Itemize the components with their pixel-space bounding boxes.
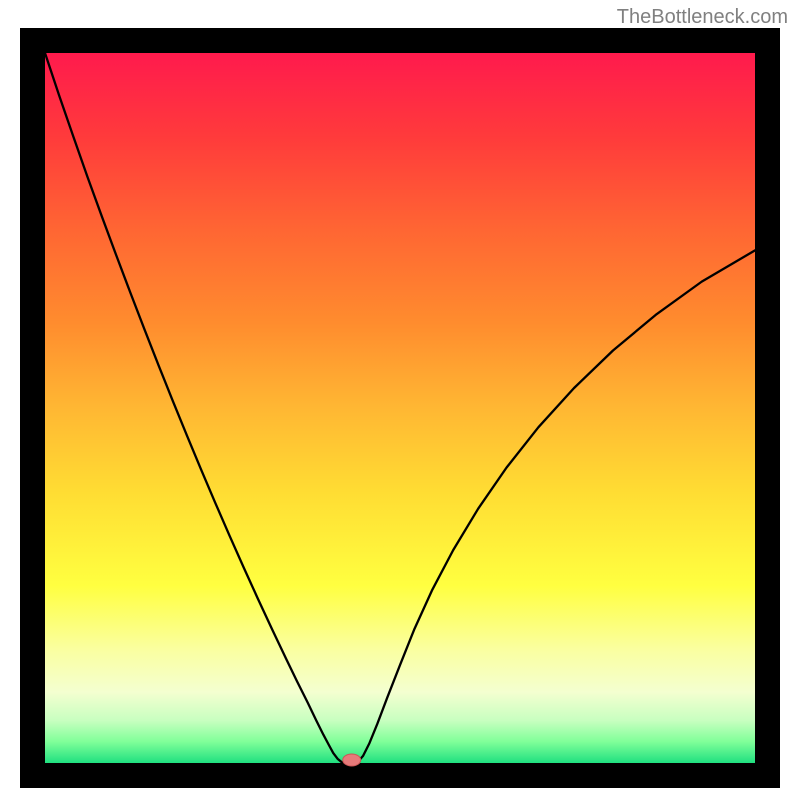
bottleneck-curve	[45, 53, 755, 762]
curve-layer	[45, 53, 755, 763]
watermark-text: TheBottleneck.com	[617, 6, 788, 29]
minimum-marker	[343, 754, 361, 766]
plot-frame	[20, 28, 780, 788]
chart-container: TheBottleneck.com	[0, 0, 800, 800]
